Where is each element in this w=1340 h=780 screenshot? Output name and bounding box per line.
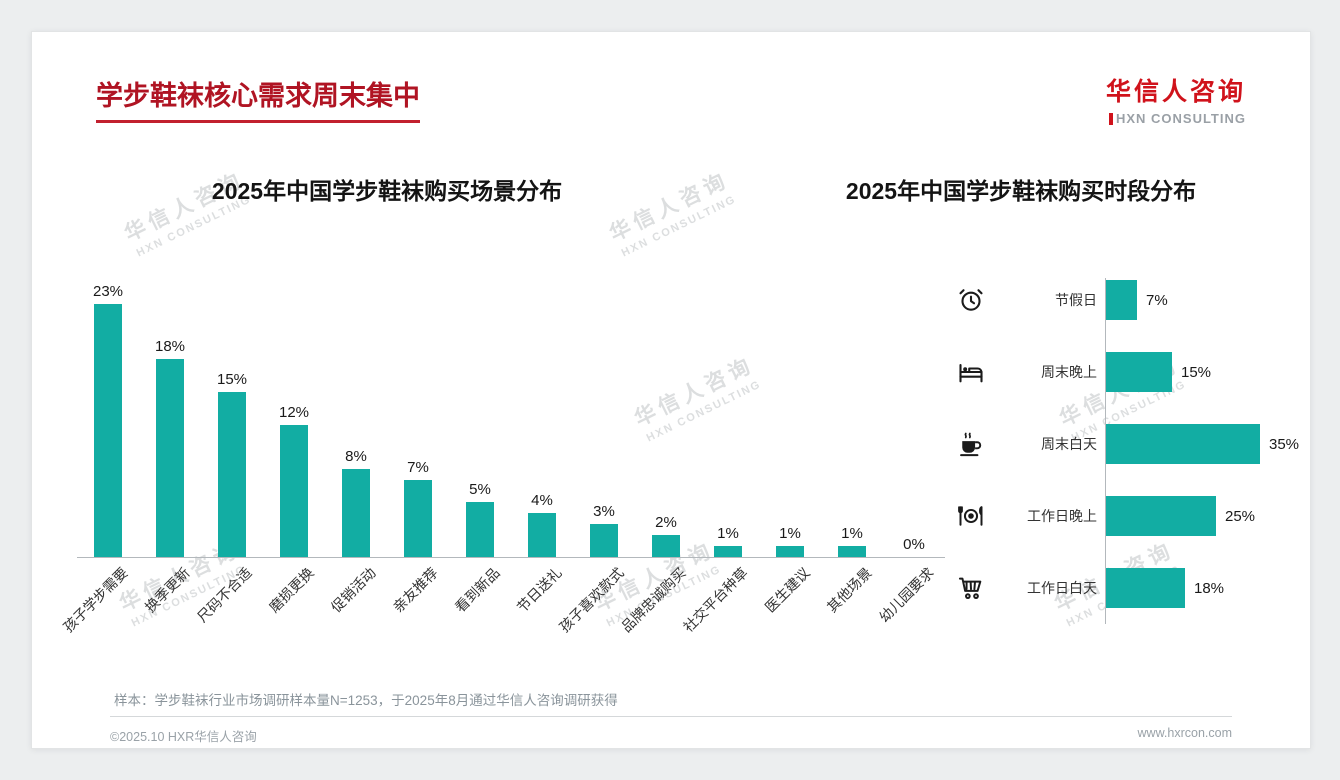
- bar-column: 0% 幼儿园要求: [876, 535, 945, 625]
- bar-value-label: 23%: [92, 282, 124, 300]
- bar-value-label: 18%: [154, 337, 186, 355]
- footer-divider: [110, 716, 1232, 717]
- bar: [404, 480, 432, 557]
- bar: [1106, 352, 1172, 392]
- bar-category-label: 其他场景: [823, 564, 875, 616]
- bar: [776, 546, 804, 557]
- bar-column: 8% 促销活动: [325, 447, 387, 615]
- bar-value-label: 15%: [216, 370, 248, 388]
- bar-value-label: 2%: [655, 513, 677, 531]
- bar: [528, 513, 556, 557]
- time-chart: 节假日 7% 周末晚上 15% 周末白天 35% 工作日晚上 25% 工作日白天 18%: [957, 264, 1309, 626]
- bar-value-label: 3%: [593, 502, 615, 520]
- bar-category-label: 促销活动: [327, 564, 379, 616]
- bar-value-label: 1%: [779, 524, 801, 542]
- bar-category-label: 亲友推荐: [389, 564, 441, 616]
- bar: [466, 502, 494, 557]
- time-row: 周末晚上 15%: [957, 336, 1309, 408]
- bar-value-label: 12%: [278, 403, 310, 421]
- bar: [280, 425, 308, 557]
- time-row: 工作日晚上 25%: [957, 480, 1309, 552]
- bar-value-label: 35%: [1269, 435, 1300, 453]
- time-row: 工作日白天 18%: [957, 552, 1309, 624]
- bar-column: 18% 换季更新: [139, 337, 201, 615]
- bar-column: 4% 节日送礼: [511, 491, 573, 615]
- bar: [714, 546, 742, 557]
- scene-chart: 23% 孩子学步需要 18% 换季更新 15% 尺码不合适 12% 磨损更换 8% 促销活动 7% 亲…: [60, 272, 945, 635]
- bar-category-label: 品牌忠诚购买: [618, 564, 689, 636]
- bar-column: 23% 孩子学步需要: [60, 282, 139, 635]
- bar-category-label: 磨损更换: [265, 564, 317, 616]
- time-row: 周末白天 35%: [957, 408, 1309, 480]
- y-axis-line: [1105, 278, 1106, 624]
- bar: [652, 535, 680, 557]
- bar-value-label: 1%: [841, 524, 863, 542]
- bar-category-label: 节日送礼: [513, 564, 565, 616]
- brand-mark-icon: [1108, 112, 1113, 125]
- bar-category-label: 尺码不合适: [193, 564, 255, 626]
- brand-subtitle: HXN CONSULTING: [1106, 111, 1246, 126]
- brand-subtitle-text: HXN CONSULTING: [1115, 111, 1246, 126]
- time-chart-title: 2025年中国学步鞋袜购买时段分布: [845, 178, 1197, 204]
- time-category-label: 工作日晚上: [1027, 508, 1097, 524]
- time-category-label: 工作日白天: [1027, 580, 1097, 596]
- bar-value-label: 4%: [531, 491, 553, 509]
- bar: [1106, 424, 1260, 464]
- bar-value-label: 7%: [1146, 291, 1168, 309]
- time-category-label: 周末晚上: [1041, 364, 1097, 380]
- report-card: 华信人咨询 HXN CONSULTING 华信人咨询 HXN CONSULTING 华信…: [31, 31, 1311, 749]
- bar-value-label: 5%: [469, 480, 491, 498]
- bar-column: 12% 磨损更换: [263, 403, 325, 615]
- bar-column: 2% 品牌忠诚购买: [618, 513, 697, 635]
- bar-category-label: 孩子学步需要: [60, 564, 131, 636]
- page-title: 学步鞋袜核心需求周末集中: [96, 74, 420, 123]
- coffee-icon: [957, 430, 991, 458]
- bar-value-label: 15%: [1181, 363, 1212, 381]
- bar-value-label: 1%: [717, 524, 739, 542]
- bar: [342, 469, 370, 557]
- bar: [94, 304, 122, 557]
- time-row: 节假日 7%: [957, 264, 1309, 336]
- bar-column: 3% 孩子喜欢款式: [556, 502, 635, 635]
- bar: [1106, 496, 1216, 536]
- shopping-cart-icon: [957, 574, 991, 602]
- bar-category-label: 幼儿园要求: [875, 564, 937, 626]
- bar-value-label: 0%: [903, 535, 925, 553]
- bar-category-label: 看到新品: [451, 564, 503, 616]
- bar-column: 7% 亲友推荐: [387, 458, 449, 615]
- bed-icon: [957, 358, 991, 386]
- time-category-label: 周末白天: [1041, 436, 1097, 452]
- bar-value-label: 18%: [1194, 579, 1225, 597]
- bar-column: 1% 其他场景: [821, 524, 883, 615]
- bar-category-label: 孩子喜欢款式: [556, 564, 627, 636]
- bar: [218, 392, 246, 557]
- bar: [156, 359, 184, 557]
- scene-chart-bars: 23% 孩子学步需要 18% 换季更新 15% 尺码不合适 12% 磨损更换 8% 促销活动 7% 亲…: [60, 272, 945, 635]
- dining-icon: [957, 502, 991, 530]
- bar-value-label: 8%: [345, 447, 367, 465]
- sample-note: 样本：学步鞋袜行业市场调研样本量N=1253，于2025年8月通过华信人咨询调研…: [114, 693, 618, 708]
- bar-column: 15% 尺码不合适: [194, 370, 263, 625]
- brand-name: 华信人咨询: [1105, 78, 1246, 106]
- bar-category-label: 换季更新: [141, 564, 193, 616]
- bar-column: 1% 医生建议: [759, 524, 821, 615]
- bar-category-label: 社交平台种草: [680, 564, 751, 636]
- bar: [1106, 280, 1137, 320]
- bar: [1106, 568, 1185, 608]
- bar-category-label: 医生建议: [761, 564, 813, 616]
- time-chart-rows: 节假日 7% 周末晚上 15% 周末白天 35% 工作日晚上 25% 工作日白天 18%: [957, 264, 1309, 626]
- footer-copyright: ©2025.10 HXR华信人咨询: [110, 730, 257, 744]
- bar-value-label: 7%: [407, 458, 429, 476]
- bar-value-label: 25%: [1225, 507, 1256, 525]
- bar-column: 1% 社交平台种草: [680, 524, 759, 635]
- scene-chart-title: 2025年中国学步鞋袜购买场景分布: [211, 178, 563, 204]
- alarm-clock-icon: [957, 286, 991, 314]
- bar: [838, 546, 866, 557]
- footer-website: www.hxrcon.com: [1137, 726, 1232, 740]
- time-category-label: 节假日: [1055, 292, 1097, 308]
- bar: [590, 524, 618, 557]
- bar-column: 5% 看到新品: [449, 480, 511, 615]
- brand-logo: 华信人咨询 HXN CONSULTING: [1106, 72, 1246, 126]
